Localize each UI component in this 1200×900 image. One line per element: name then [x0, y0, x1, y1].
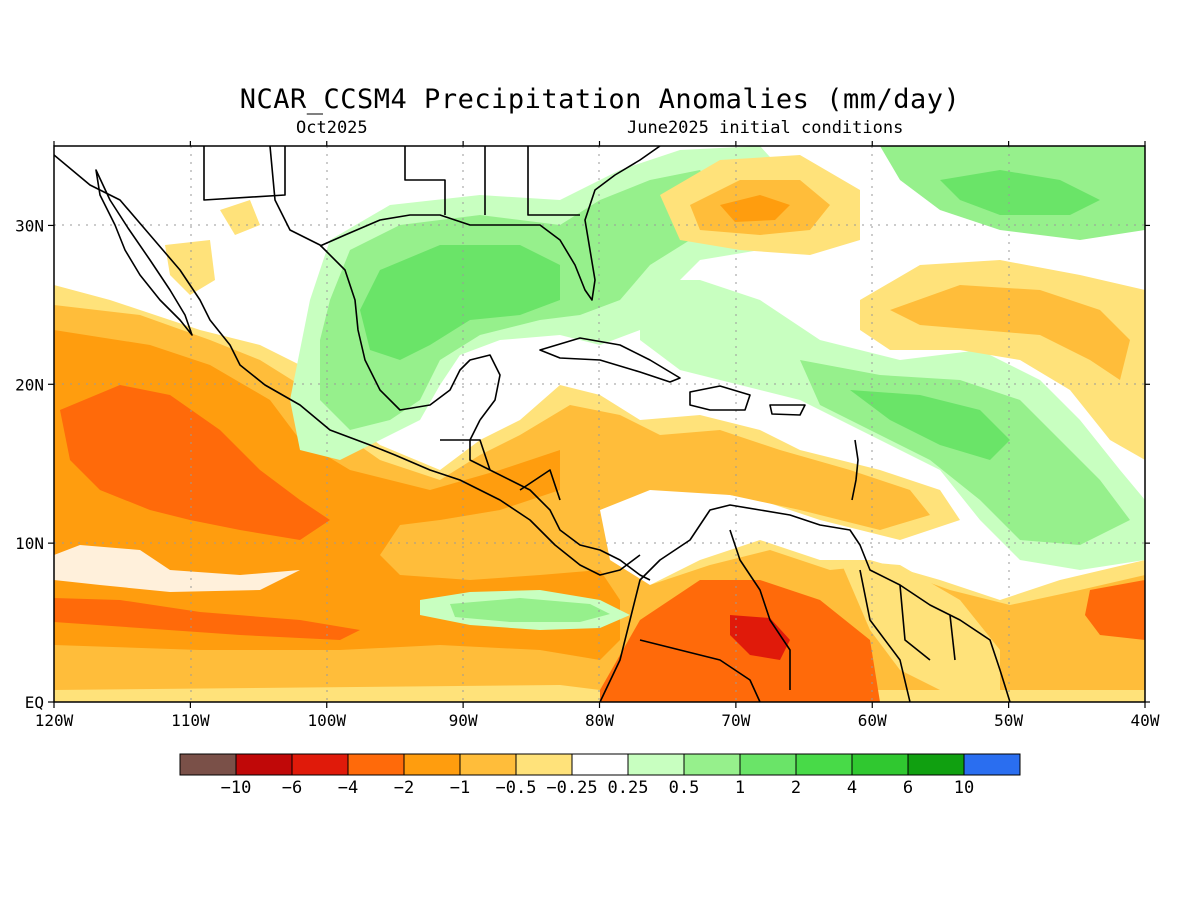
- pacific-very-dry-core: [60, 385, 330, 540]
- colorbar-label: −0.5: [496, 778, 537, 798]
- lon-tick-label: 40W: [1131, 711, 1160, 730]
- colorbar-label: 2: [791, 778, 801, 798]
- lon-tick-label: 80W: [585, 711, 614, 730]
- texas-slight-dry: [220, 200, 260, 235]
- colorbar-label: 10: [954, 778, 974, 798]
- lon-tick-label: 110W: [171, 711, 210, 730]
- lon-tick-label: 70W: [721, 711, 750, 730]
- colorbar-swatch: [739, 753, 797, 776]
- atlantic-central-dry-core: [890, 285, 1130, 380]
- colorbar-swatch: [795, 753, 853, 776]
- colorbar-swatch: [571, 753, 629, 776]
- pacific-wet-strip-core: [450, 598, 610, 622]
- colorbar-swatch: [963, 753, 1021, 776]
- colorbar-swatch: [291, 753, 349, 776]
- gulf-wet-core: [360, 245, 560, 360]
- colorbar-swatch: [403, 753, 461, 776]
- atlantic-north-dry-inner: [720, 195, 790, 222]
- coastlines: [54, 146, 1011, 702]
- anomaly-field: [54, 146, 1145, 702]
- lat-tick-label: 20N: [15, 375, 44, 394]
- colorbar-label: 1: [735, 778, 745, 798]
- colorbar-label: −4: [338, 778, 358, 798]
- colorbar-swatch: [235, 753, 293, 776]
- lon-tick-label: 90W: [449, 711, 478, 730]
- colorbar-swatch: [347, 753, 405, 776]
- colorbar-swatch: [851, 753, 909, 776]
- mexico-slight-dry: [165, 240, 215, 295]
- caribbean-wet-inner: [850, 390, 1010, 460]
- colorbar-label: 6: [903, 778, 913, 798]
- lon-tick-label: 50W: [994, 711, 1023, 730]
- colorbar-swatch: [907, 753, 965, 776]
- lon-tick-label: 120W: [35, 711, 74, 730]
- colorbar-swatch: [179, 753, 237, 776]
- colorbar-swatch: [683, 753, 741, 776]
- atlantic-east-dry: [1085, 580, 1145, 640]
- initial-conditions-label: June2025 initial conditions: [627, 118, 904, 138]
- colorbar-swatch: [627, 753, 685, 776]
- colorbar-label: 4: [847, 778, 857, 798]
- lon-tick-label: 60W: [858, 711, 887, 730]
- graticule: [54, 146, 1145, 702]
- lat-tick-label: 10N: [15, 534, 44, 553]
- colorbar-label: −10: [221, 778, 252, 798]
- pacific-white-gap: [54, 545, 300, 592]
- atlantic-ne-wet-core: [940, 170, 1100, 215]
- colorbar-swatch: [459, 753, 517, 776]
- colorbar-label: −6: [282, 778, 302, 798]
- colorbar-swatch: [515, 753, 573, 776]
- colorbar-label: 0.5: [669, 778, 700, 798]
- colorbar-label: −1: [450, 778, 470, 798]
- colorbar-label: −2: [394, 778, 414, 798]
- valid-month-label: Oct2025: [296, 118, 368, 138]
- guianas-slight-dry: [840, 560, 1000, 690]
- lat-tick-label: EQ: [25, 693, 44, 712]
- lon-tick-label: 100W: [307, 711, 346, 730]
- pacific-dry-streak: [54, 598, 360, 640]
- colorbar-label: 0.25: [608, 778, 649, 798]
- lat-tick-label: 30N: [15, 216, 44, 235]
- map-title: NCAR_CCSM4 Precipitation Anomalies (mm/d…: [239, 84, 961, 115]
- colorbar-legend: −10 −6 −4 −2 −1 −0.5 −0.25 0.25 0.5 1 2 4 6 10: [179, 753, 1021, 798]
- axes: 120W 110W 100W 90W 80W 70W 60W 50W 40W EQ 10N 20N 30…: [15, 141, 1160, 730]
- colorbar-label: −0.25: [546, 778, 597, 798]
